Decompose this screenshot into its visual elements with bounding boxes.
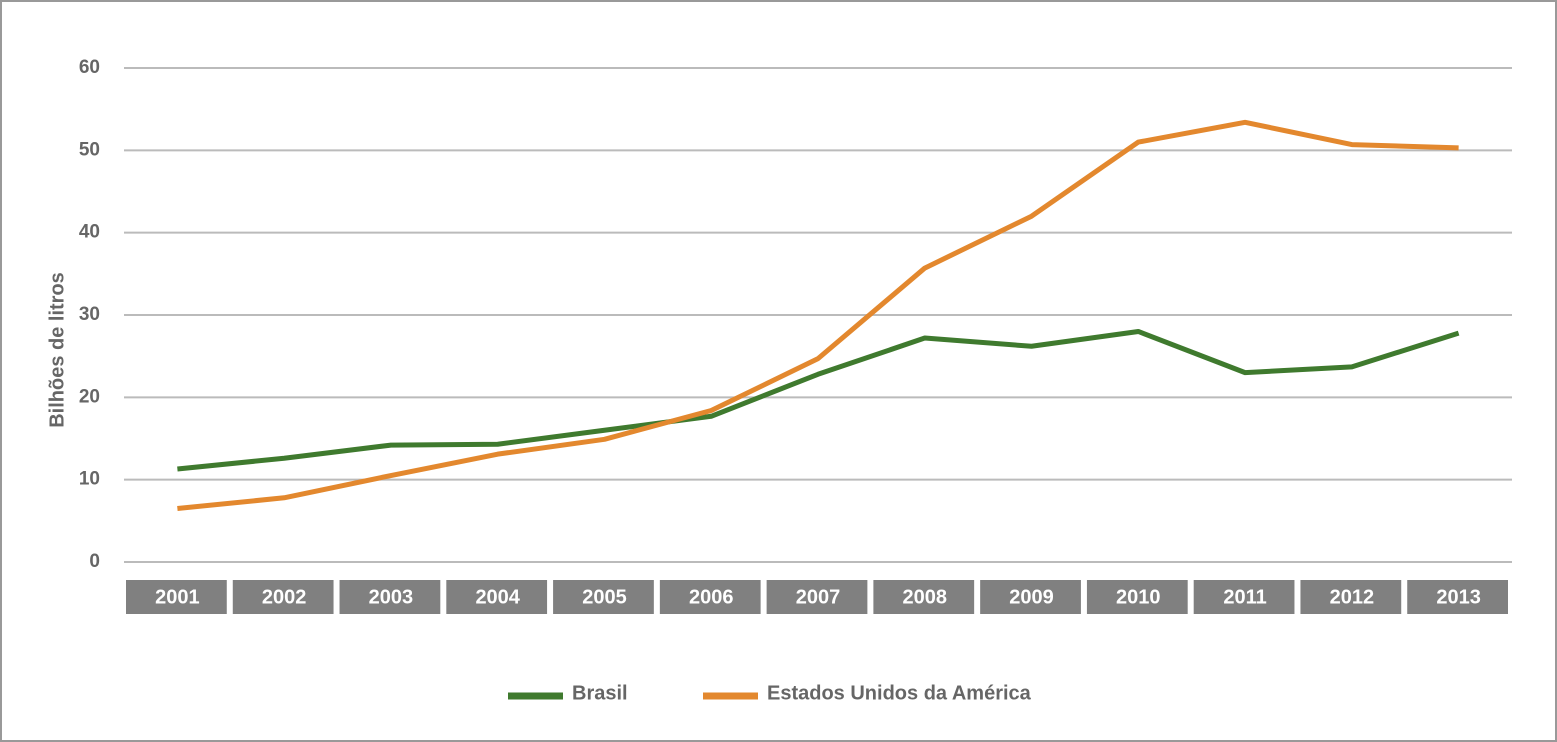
y-tick-label: 50	[79, 139, 100, 160]
x-category-box	[1193, 580, 1295, 614]
legend-label: Estados Unidos da América	[767, 682, 1032, 704]
y-tick-label: 20	[79, 386, 100, 407]
x-tick-label: 2003	[369, 586, 414, 608]
x-category-box	[232, 580, 334, 614]
x-tick-label: 2008	[903, 586, 948, 608]
x-tick-label: 2006	[689, 586, 734, 608]
x-category-box	[553, 580, 654, 614]
x-category-box	[766, 580, 868, 614]
x-category-box	[446, 580, 548, 614]
legend-label: Brasil	[572, 682, 628, 704]
x-tick-label: 2002	[262, 586, 307, 608]
x-tick-label: 2005	[582, 586, 627, 608]
x-tick-label: 2007	[796, 586, 841, 608]
x-category-box	[1300, 580, 1402, 614]
y-tick-label: 10	[79, 469, 100, 490]
x-category-box	[1086, 580, 1188, 614]
x-category-box	[873, 580, 975, 614]
x-category-box	[126, 580, 227, 614]
y-tick-label: 0	[89, 551, 100, 572]
x-tick-label: 2013	[1436, 586, 1481, 608]
line-series	[177, 119, 1459, 511]
line-series	[177, 328, 1460, 472]
x-tick-label: 2010	[1116, 586, 1161, 608]
y-axis-label: Bilhões de litros	[46, 272, 68, 428]
x-tick-label: 2001	[155, 586, 200, 608]
x-category-box	[980, 580, 1081, 614]
y-tick-label: 60	[79, 57, 100, 78]
x-tick-label: 2011	[1223, 586, 1266, 608]
y-tick-label: 40	[79, 222, 100, 243]
x-category-box	[339, 580, 441, 614]
x-tick-label: 2004	[475, 586, 520, 608]
y-tick-label: 30	[79, 304, 100, 325]
x-tick-label: 2009	[1009, 586, 1054, 608]
x-tick-label: 2012	[1330, 586, 1375, 608]
x-category-box	[1407, 580, 1508, 614]
x-category-box	[659, 580, 761, 614]
